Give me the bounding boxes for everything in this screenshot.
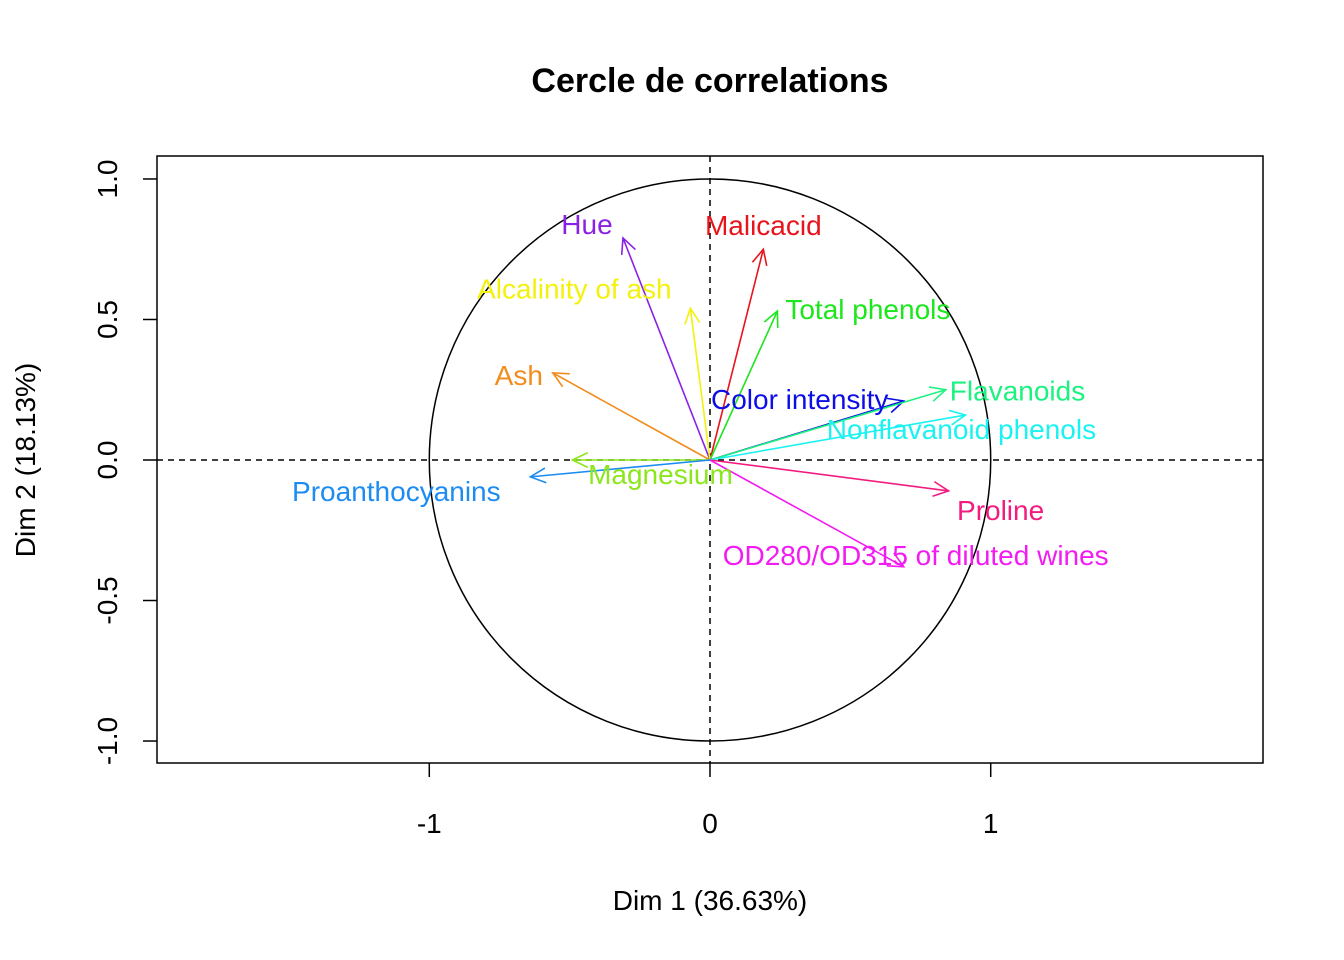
variable-label: Hue xyxy=(561,209,612,240)
plot-area: -1 0 1 -1.0 -0.5 0.0 0.5 1.0 Malicacid Hue Alcalin… xyxy=(92,156,1263,839)
arrowhead xyxy=(551,371,570,388)
arrowhead xyxy=(948,409,968,426)
arrowhead xyxy=(886,397,906,414)
loading-arrow xyxy=(709,414,966,461)
loading-arrow xyxy=(709,459,949,492)
variable-label: Nonflavanoid phenols xyxy=(827,414,1096,445)
variable-label: Alcalinity of ash xyxy=(477,273,672,304)
x-tick-label: 1 xyxy=(983,808,999,839)
x-axis-title: Dim 1 (36.63%) xyxy=(613,885,808,916)
x-tick-label: -1 xyxy=(417,808,442,839)
arrowhead xyxy=(528,467,547,484)
loading-arrow xyxy=(709,459,905,568)
loading-arrow xyxy=(530,459,711,478)
variable-label: Malicacid xyxy=(705,210,822,241)
variable-label: Magnesium xyxy=(588,459,733,490)
arrowhead xyxy=(751,247,768,267)
loading-arrow xyxy=(622,237,711,461)
y-tick-label: 0.0 xyxy=(92,441,123,480)
loading-arrow xyxy=(709,388,947,461)
loading-arrow xyxy=(709,249,765,461)
loading-arrow xyxy=(709,310,779,461)
arrowhead xyxy=(932,480,951,498)
y-tick-label: 0.5 xyxy=(92,300,123,339)
arrowhead xyxy=(684,306,701,325)
y-tick-label: 1.0 xyxy=(92,160,123,199)
arrowhead xyxy=(928,386,948,402)
variable-label: Proanthocyanins xyxy=(292,476,501,507)
y-tick-label: -1.0 xyxy=(92,717,123,765)
variable-label: Ash xyxy=(495,360,543,391)
loading-arrow xyxy=(552,372,711,461)
arrowhead xyxy=(763,309,779,329)
loading-arrow xyxy=(689,308,711,461)
arrowhead xyxy=(886,552,906,568)
arrowhead xyxy=(570,451,589,469)
x-tick-label: 0 xyxy=(702,808,718,839)
chart-title: Cercle de correlations xyxy=(531,62,888,100)
variable-label: Color intensity xyxy=(711,384,888,415)
variable-label: Proline xyxy=(957,495,1044,526)
variable-label: Total phenols xyxy=(785,294,950,325)
y-axis-title: Dim 2 (18.13%) xyxy=(10,363,41,558)
variable-label: Flavanoids xyxy=(950,376,1085,407)
arrowhead xyxy=(620,236,636,256)
y-tick-label: -0.5 xyxy=(92,576,123,624)
variable-label: OD280/OD315 of diluted wines xyxy=(723,540,1109,571)
